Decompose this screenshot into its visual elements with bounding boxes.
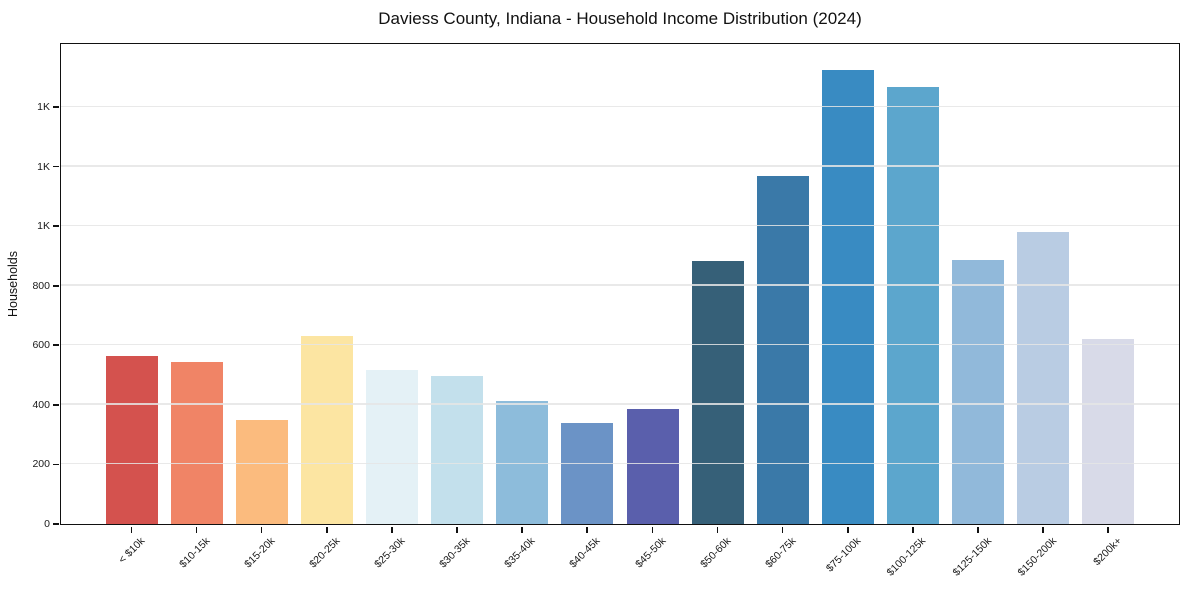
bar-slot: $125-150k bbox=[946, 44, 1011, 579]
bar-slot: $45-50k bbox=[620, 44, 685, 570]
y-axis-tick-label: 400 bbox=[32, 398, 50, 411]
x-tick-mark bbox=[456, 527, 458, 533]
bar bbox=[1017, 232, 1070, 524]
x-tick-mark bbox=[716, 527, 719, 533]
bar bbox=[561, 423, 614, 524]
bars-container: < $10k $10-15k $15-20k $20-25k $25-30k $… bbox=[61, 44, 1179, 579]
chart-title: Daviess County, Indiana - Household Inco… bbox=[378, 9, 862, 28]
x-axis-tick-label: $125-150k bbox=[950, 535, 994, 579]
x-tick-mark bbox=[651, 527, 654, 533]
x-tick-mark bbox=[1042, 527, 1044, 533]
bar bbox=[626, 409, 679, 524]
bar bbox=[235, 419, 288, 524]
y-axis-tick-label: 200 bbox=[32, 458, 50, 471]
x-tick-mark bbox=[130, 527, 133, 533]
x-tick-mark bbox=[586, 527, 589, 533]
x-tick-mark bbox=[325, 527, 328, 533]
bar-slot: $35-40k bbox=[490, 44, 555, 570]
x-axis-tick-label: $35-40k bbox=[502, 535, 538, 571]
x-axis-tick-label: $150-200k bbox=[1015, 535, 1059, 579]
y-tick-mark bbox=[53, 523, 59, 525]
y-axis-tick-label: 1K bbox=[37, 160, 50, 173]
bar-slot: $10-15k bbox=[164, 44, 229, 570]
bar bbox=[952, 259, 1005, 524]
bar bbox=[366, 369, 418, 524]
bar bbox=[431, 375, 484, 524]
x-axis-tick-label: $60-75k bbox=[762, 535, 799, 571]
bar-slot: $15-20k bbox=[229, 44, 294, 570]
y-tick-mark bbox=[53, 344, 59, 347]
y-axis-tick-label: 600 bbox=[32, 339, 50, 352]
x-axis-tick-label: $75-100k bbox=[823, 535, 864, 575]
y-tick-mark bbox=[53, 225, 59, 228]
y-axis-title-text: Households bbox=[6, 250, 20, 317]
bar-slot: $200k+ bbox=[1076, 44, 1141, 568]
x-tick-mark bbox=[521, 527, 523, 533]
plot-area: < $10k $10-15k $15-20k $20-25k $25-30k $… bbox=[32, 43, 1180, 579]
bar bbox=[821, 70, 874, 524]
bar bbox=[691, 260, 744, 524]
y-axis-title: Households bbox=[6, 43, 20, 525]
bar bbox=[105, 355, 158, 524]
x-tick-mark bbox=[977, 527, 979, 533]
bar bbox=[300, 335, 353, 524]
bar-slot: $20-25k bbox=[294, 44, 359, 570]
x-tick-mark bbox=[846, 527, 849, 533]
x-axis-tick-label: $45-50k bbox=[632, 535, 668, 571]
bar-slot: $150-200k bbox=[1011, 44, 1076, 579]
x-axis-tick-label: $20-25k bbox=[307, 535, 343, 571]
y-tick-mark bbox=[53, 404, 59, 406]
y-tick-mark bbox=[53, 165, 59, 168]
bar bbox=[887, 87, 939, 524]
y-axis-tick-label: 1K bbox=[37, 101, 50, 114]
x-axis-tick-label: $100-125k bbox=[884, 535, 929, 579]
y-tick-mark bbox=[53, 284, 59, 287]
bar-slot: $60-75k bbox=[750, 44, 815, 570]
bar bbox=[170, 361, 223, 524]
x-tick-mark bbox=[195, 527, 198, 533]
y-axis-tick-label: 1K bbox=[37, 220, 50, 233]
bar-slot: < $10k bbox=[99, 44, 164, 566]
y-tick-mark bbox=[53, 106, 59, 108]
bar-slot: $75-100k bbox=[815, 44, 880, 574]
bar bbox=[1082, 339, 1135, 524]
bar-slot: $100-125k bbox=[881, 44, 946, 579]
bar-slot: $25-30k bbox=[360, 44, 425, 570]
x-axis-tick-label: $10-15k bbox=[176, 535, 213, 571]
x-axis-tick-label: $40-45k bbox=[567, 535, 603, 571]
x-axis-tick-label: $15-20k bbox=[241, 535, 278, 571]
bar-slot: $30-35k bbox=[425, 44, 490, 570]
x-axis-tick-label: $30-35k bbox=[437, 535, 473, 571]
x-axis-tick-label: $25-30k bbox=[372, 535, 408, 571]
y-axis-tick-label: 800 bbox=[32, 279, 50, 292]
y-axis-tick-label: 0 bbox=[44, 518, 50, 530]
x-axis-tick-label: $200k+ bbox=[1090, 535, 1124, 569]
x-axis-tick-label: $50-60k bbox=[697, 535, 734, 571]
x-tick-mark bbox=[391, 527, 393, 533]
y-tick-mark bbox=[53, 463, 59, 466]
bar bbox=[496, 401, 549, 524]
x-axis-tick-label: < $10k bbox=[115, 535, 147, 566]
bar bbox=[756, 175, 809, 524]
x-tick-mark bbox=[260, 527, 263, 533]
bar-slot: $50-60k bbox=[685, 44, 750, 570]
bar-slot: $40-45k bbox=[555, 44, 620, 570]
x-tick-mark bbox=[1107, 527, 1110, 533]
x-tick-mark bbox=[781, 527, 784, 533]
x-tick-mark bbox=[912, 527, 914, 533]
